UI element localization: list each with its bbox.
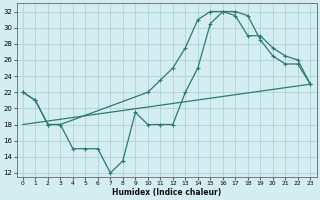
X-axis label: Humidex (Indice chaleur): Humidex (Indice chaleur) — [112, 188, 221, 197]
